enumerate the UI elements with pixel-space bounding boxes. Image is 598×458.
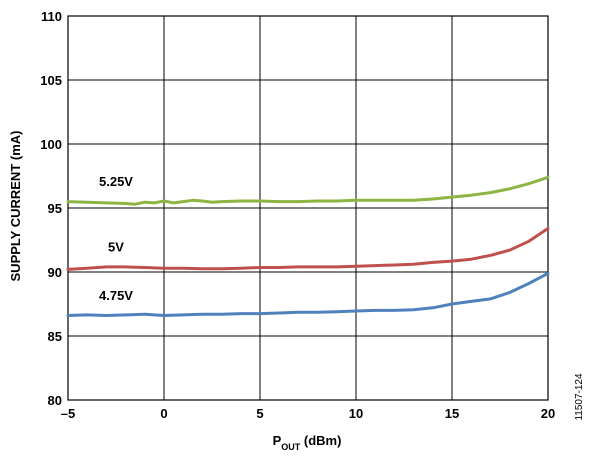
- y-tick-label: 95: [48, 201, 62, 216]
- y-tick-label: 80: [48, 393, 62, 408]
- series-label-5-25v: 5.25V: [99, 174, 133, 189]
- x-tick-label: 15: [445, 406, 459, 421]
- x-tick-label: 5: [256, 406, 263, 421]
- x-tick-label: 0: [160, 406, 167, 421]
- series-label-5v: 5V: [108, 240, 124, 255]
- x-tick-label: 10: [349, 406, 363, 421]
- y-tick-label: 90: [48, 265, 62, 280]
- series-line-5-25v: [66, 175, 550, 206]
- x-axis-title: POUT (dBm): [273, 433, 342, 452]
- y-tick-label: 110: [41, 9, 62, 24]
- x-tick-label: 20: [541, 406, 555, 421]
- series-line-4-75v: [66, 271, 550, 317]
- figure-id: 11507-124: [574, 373, 585, 421]
- series-label-4-75v: 4.75V: [99, 288, 133, 303]
- y-tick-label: 105: [40, 73, 62, 88]
- y-axis-title: SUPPLY CURRENT (mA): [8, 131, 23, 282]
- y-tick-label: 100: [40, 137, 62, 152]
- series-line-5v: [66, 227, 550, 271]
- x-tick-label: –5: [61, 406, 75, 421]
- y-tick-label: 85: [48, 329, 62, 344]
